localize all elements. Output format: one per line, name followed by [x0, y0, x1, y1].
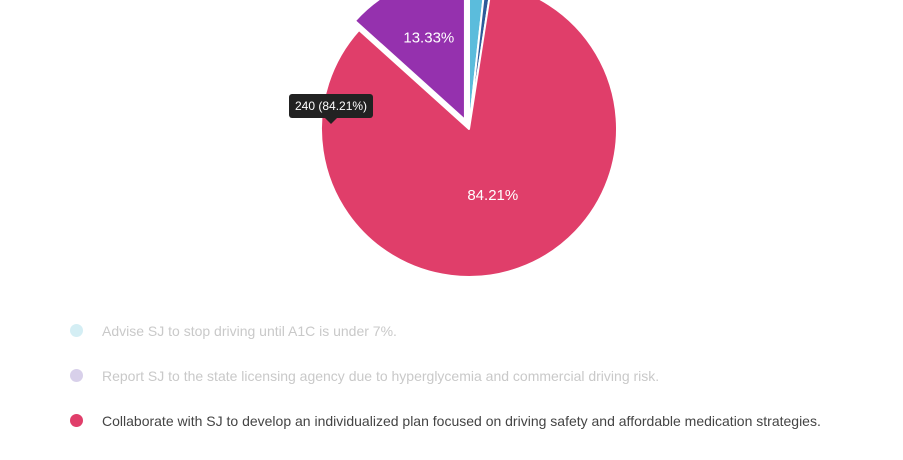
legend-dot: [70, 414, 83, 427]
pie-chart: 84.21% 13.33%: [320, 0, 618, 278]
pie-data-label: 13.33%: [403, 30, 454, 47]
legend-dot: [70, 324, 83, 337]
legend-item-advise-stop-driving[interactable]: Advise SJ to stop driving until A1C is u…: [70, 322, 830, 341]
legend-item-collaborate-plan[interactable]: Collaborate with SJ to develop an indivi…: [70, 412, 830, 431]
pie-slice-collaborate-plan[interactable]: [320, 0, 618, 278]
pie-slice-other[interactable]: [353, 0, 466, 121]
legend-item-label: Collaborate with SJ to develop an indivi…: [102, 413, 821, 429]
legend-item-label: Advise SJ to stop driving until A1C is u…: [102, 323, 397, 339]
pie-data-label: 84.21%: [467, 187, 518, 204]
chart-tooltip: 240 (84.21%): [289, 94, 374, 124]
legend-dot: [70, 369, 83, 382]
legend-item-report-licensing[interactable]: Report SJ to the state licensing agency …: [70, 367, 830, 386]
pie-slice-advise-stop-driving[interactable]: [468, 0, 485, 130]
chart-legend: Advise SJ to stop driving until A1C is u…: [70, 322, 830, 457]
legend-item-label: Report SJ to the state licensing agency …: [102, 368, 660, 384]
